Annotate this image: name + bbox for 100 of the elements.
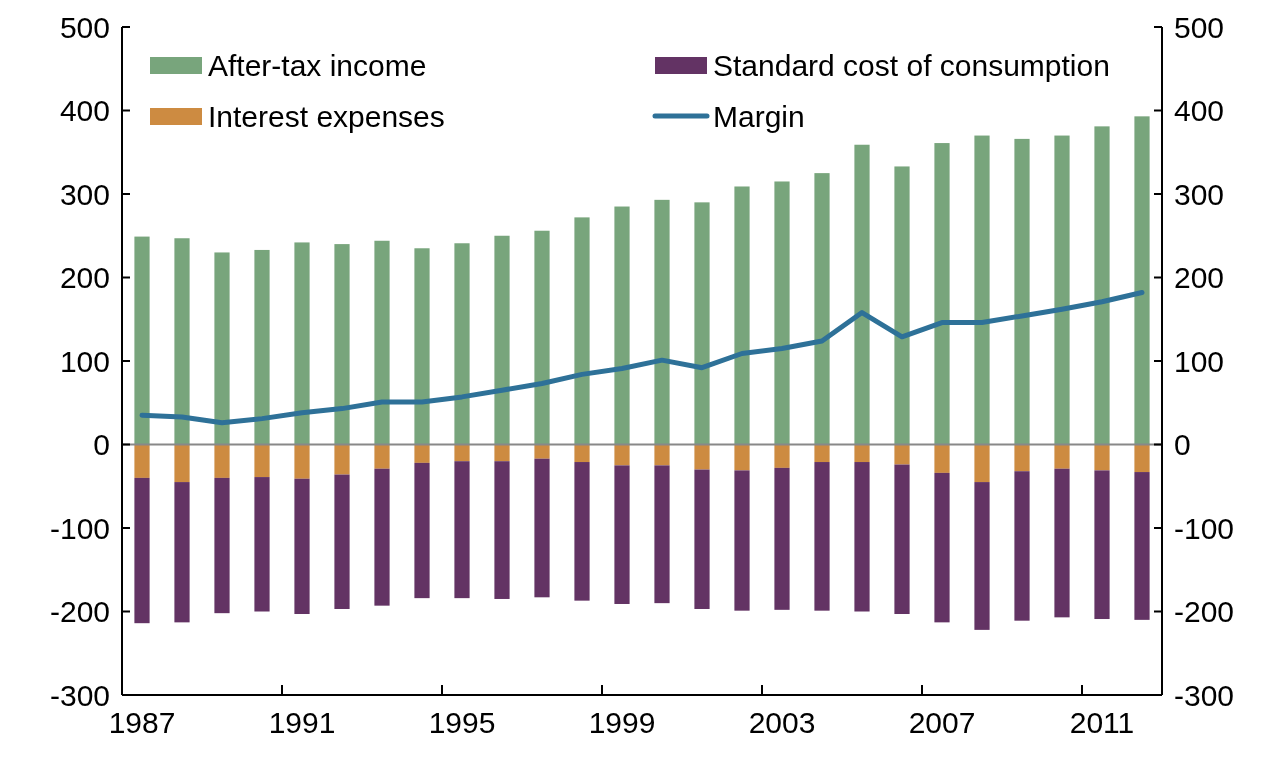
bar (1054, 468, 1070, 618)
bar (734, 444, 750, 471)
bar (214, 444, 230, 478)
legend-label: Standard cost of consumption (713, 48, 1110, 82)
bar (774, 181, 790, 445)
bar (934, 444, 950, 473)
bar (654, 465, 670, 604)
bar (254, 477, 270, 612)
bar (894, 444, 910, 465)
bar (534, 444, 550, 459)
bar (1134, 472, 1150, 620)
bar (1134, 116, 1150, 445)
bar (894, 464, 910, 615)
bar (174, 238, 190, 445)
x-tick-label: 1999 (588, 706, 656, 739)
y-tick-label: 500 (59, 10, 110, 44)
bar (494, 235, 510, 445)
y-tick-label: -200 (49, 595, 110, 628)
y-tick-label: 400 (59, 94, 110, 127)
bar (814, 462, 830, 611)
bar (374, 468, 390, 606)
bar (654, 444, 670, 466)
bar (614, 444, 630, 466)
x-tick-label: 2007 (908, 706, 976, 739)
y2-tick-label: 0 (1174, 428, 1191, 461)
bar (334, 444, 350, 475)
bar (334, 474, 350, 609)
bar (854, 444, 870, 463)
bar (534, 458, 550, 598)
x-tick-label: 2011 (1069, 706, 1135, 739)
bar (454, 461, 470, 599)
y-tick-label: 100 (59, 344, 110, 378)
bar (294, 478, 310, 615)
bar (414, 444, 430, 463)
bar (574, 444, 590, 463)
bar (574, 217, 590, 445)
bar (134, 477, 150, 624)
y-tick-label: 300 (59, 177, 110, 211)
bar (974, 135, 990, 445)
bar (1054, 444, 1070, 469)
bar (574, 462, 590, 601)
bar (1094, 126, 1110, 445)
y2-tick-label: 300 (1174, 177, 1225, 211)
bar (294, 444, 310, 479)
y-tick-label: -300 (49, 678, 110, 712)
x-tick-label: 1995 (428, 706, 496, 739)
bar (454, 243, 470, 445)
bar (974, 444, 990, 483)
bar (214, 252, 230, 445)
bar (1094, 470, 1110, 620)
bar (294, 242, 310, 445)
y2-tick-label: 500 (1174, 10, 1225, 44)
bar (1134, 444, 1150, 473)
bar (134, 236, 150, 445)
bar (854, 144, 870, 445)
y-tick-label: 200 (59, 261, 110, 294)
bar (494, 461, 510, 599)
y2-tick-label: 200 (1174, 261, 1225, 294)
y2-tick-label: 100 (1174, 344, 1225, 378)
bar (374, 444, 390, 469)
bar (134, 444, 150, 478)
bar (174, 482, 190, 623)
legend-label: Margin (713, 99, 805, 133)
bar (1094, 444, 1110, 471)
bar (974, 482, 990, 630)
bar (494, 444, 510, 462)
bar (854, 462, 870, 612)
bar (254, 249, 270, 445)
bar (254, 444, 270, 478)
bar (374, 240, 390, 445)
bar (334, 244, 350, 445)
bar (694, 444, 710, 470)
bar (934, 472, 950, 623)
bar (694, 202, 710, 445)
y2-tick-label: -200 (1174, 595, 1235, 628)
bar (774, 467, 790, 610)
bar (1014, 138, 1030, 445)
bar (934, 143, 950, 445)
bar (734, 470, 750, 611)
bar (814, 173, 830, 445)
y-tick-label: -100 (49, 511, 110, 545)
bar (774, 444, 790, 468)
bar (894, 166, 910, 445)
bar (654, 199, 670, 445)
bar (174, 444, 190, 483)
bar (214, 477, 230, 614)
legend-label: Interest expenses (208, 99, 445, 133)
bar (454, 444, 470, 462)
bar (694, 469, 710, 609)
x-tick-label: 2003 (748, 706, 816, 739)
bar (414, 248, 430, 445)
y2-tick-label: -100 (1174, 511, 1235, 545)
bar (534, 230, 550, 445)
bar (734, 186, 750, 445)
bar (814, 444, 830, 463)
y2-tick-label: -300 (1174, 678, 1235, 712)
y2-tick-label: 400 (1174, 94, 1225, 127)
x-tick-label: 1987 (108, 706, 176, 739)
legend-label: After-tax income (208, 48, 427, 82)
bar (1054, 135, 1070, 445)
